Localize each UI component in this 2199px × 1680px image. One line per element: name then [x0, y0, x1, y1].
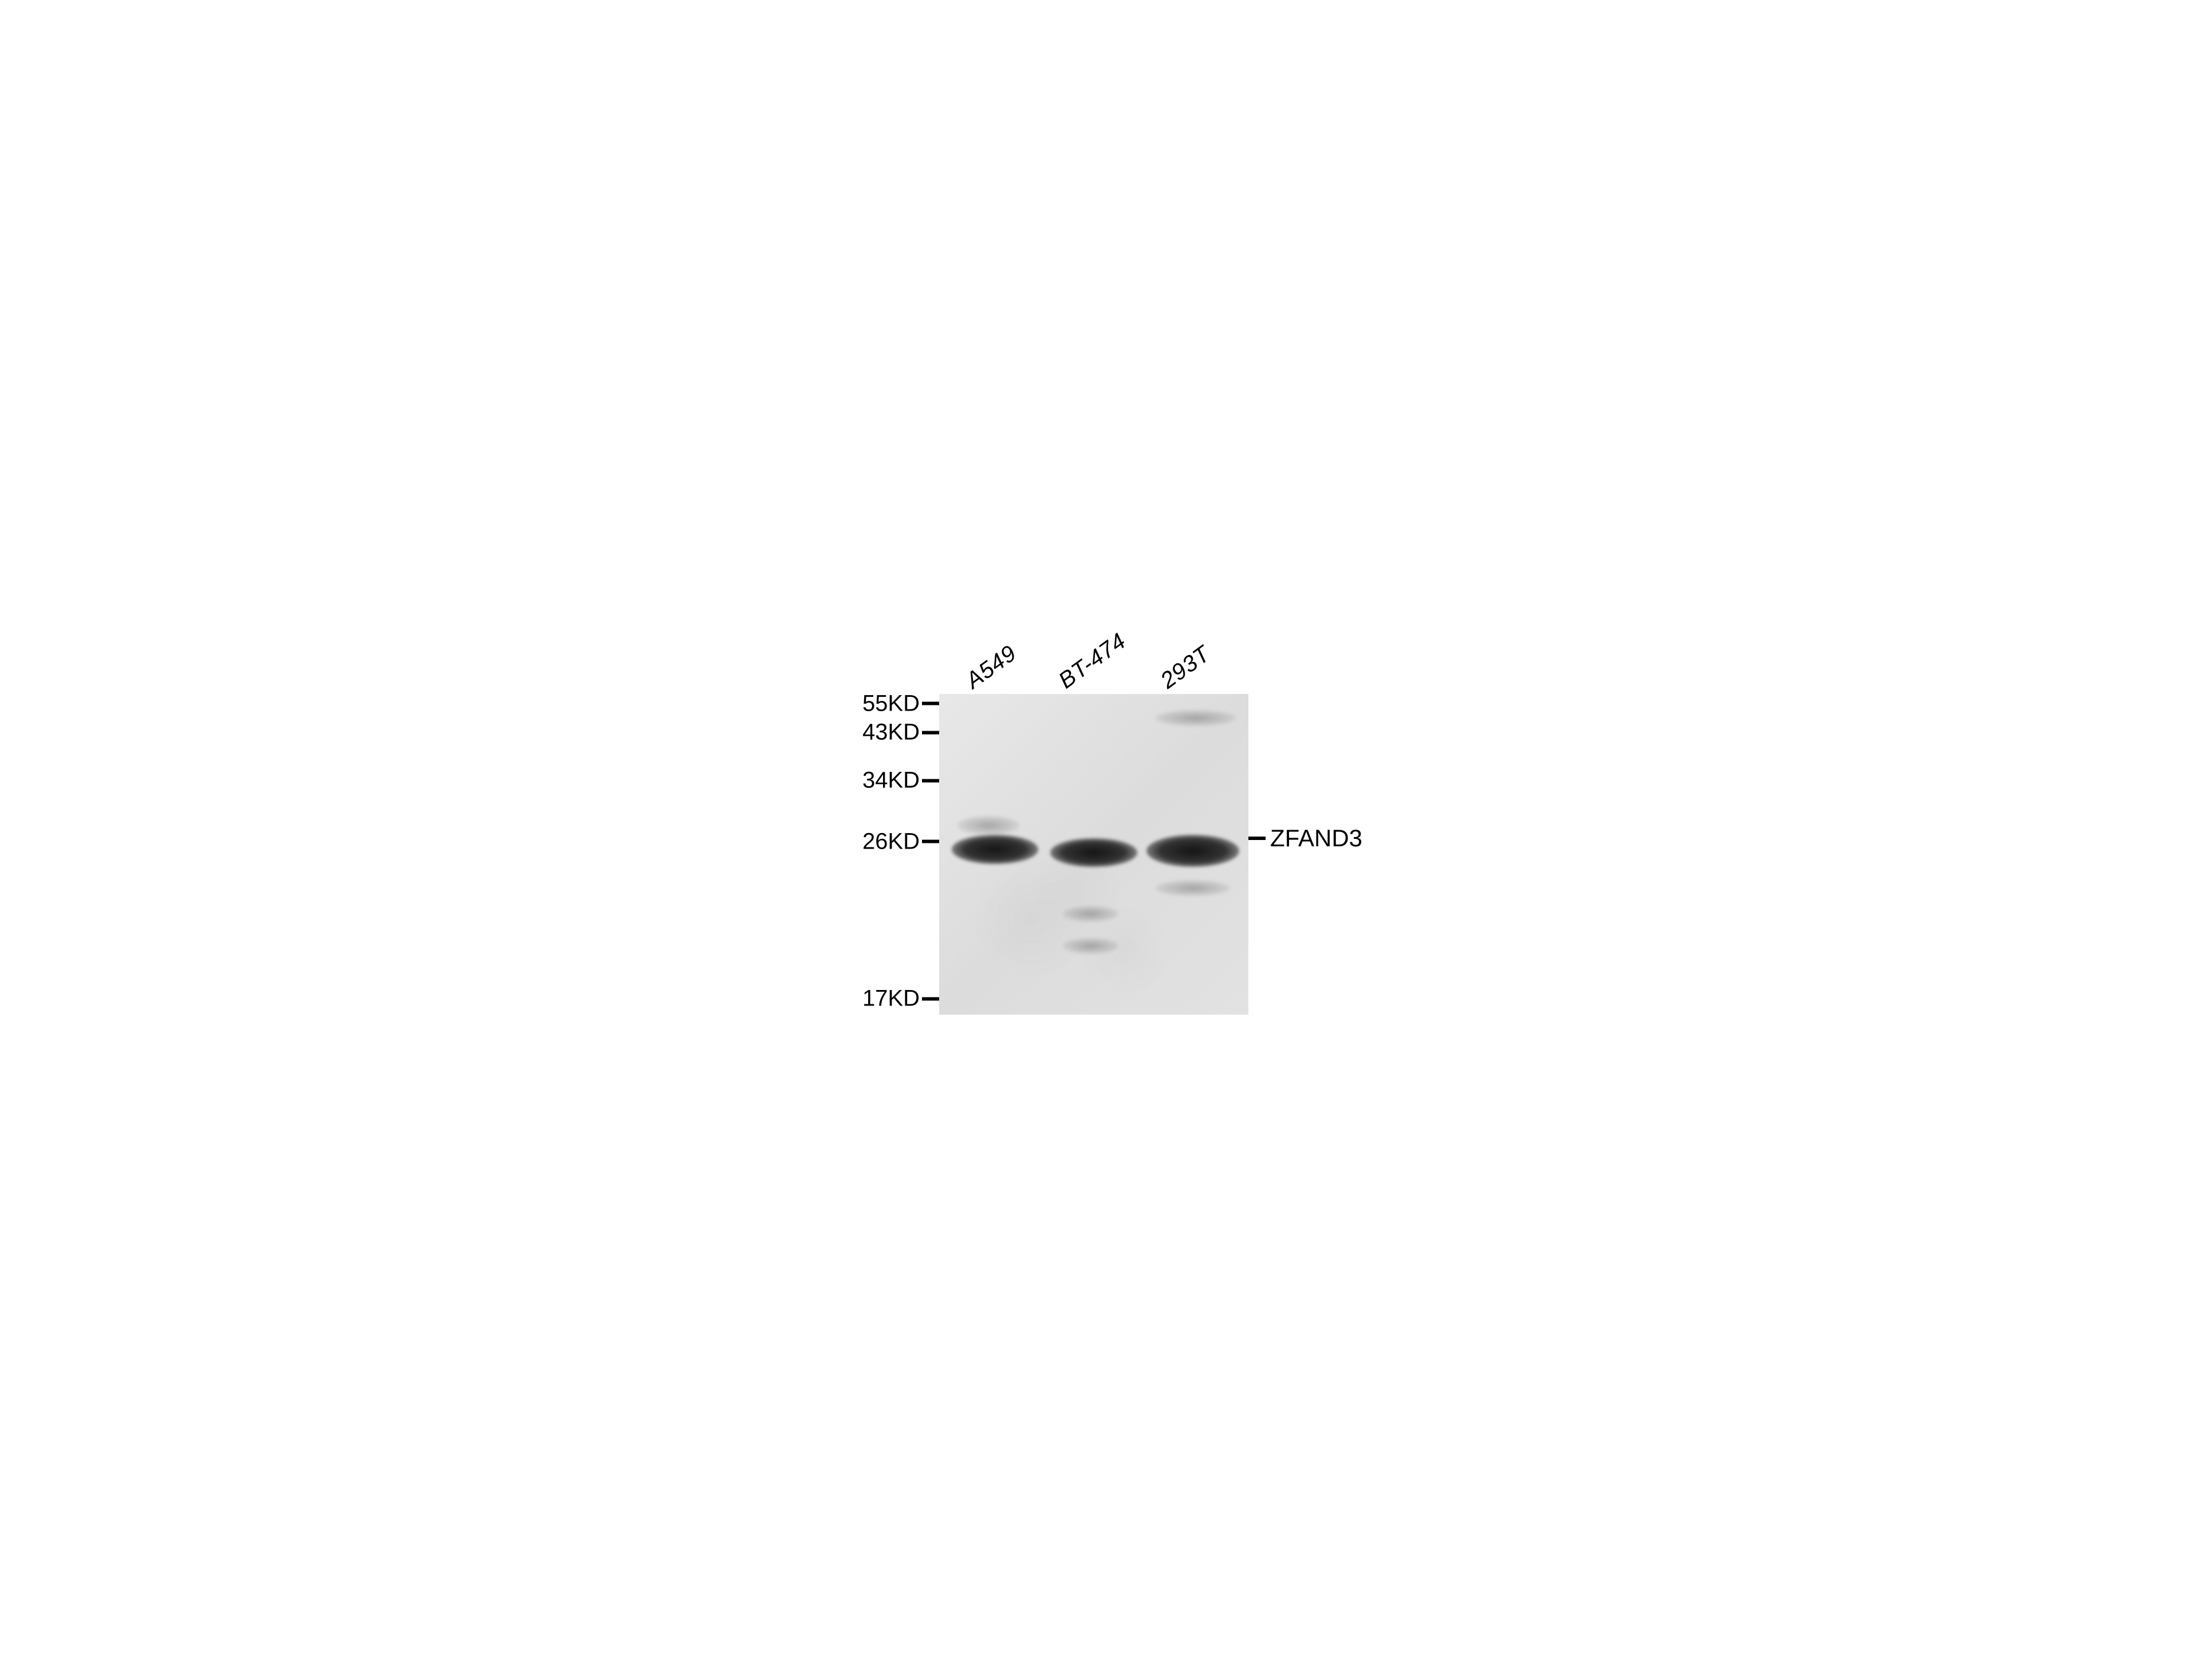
mw-marker-label: 34KD [862, 768, 920, 794]
mw-marker: 43KD [862, 720, 939, 746]
tick-mark [922, 997, 939, 1000]
tick-mark [922, 840, 939, 843]
tick-mark [922, 702, 939, 705]
tick-mark [922, 731, 939, 734]
mw-marker: 34KD [862, 768, 939, 794]
mw-marker: 55KD [862, 691, 939, 716]
mw-marker-label: 26KD [862, 829, 920, 854]
protein-label-container: ZFAND3 [1248, 694, 1357, 1015]
lane-label: A549 [961, 640, 1021, 694]
mw-marker-label: 17KD [862, 986, 920, 1012]
mw-marker-label: 55KD [862, 691, 920, 716]
blot-band [1146, 835, 1239, 867]
blot-membrane [939, 694, 1248, 1015]
blot-band [1156, 880, 1230, 896]
lane-label: BT-474 [1054, 628, 1130, 694]
lane-label: 293T [1156, 641, 1215, 694]
tick-mark [1248, 837, 1266, 840]
blot-band [1050, 838, 1137, 867]
blot-band [952, 835, 1038, 863]
blot-band [1063, 906, 1118, 922]
molecular-weight-markers: 55KD 43KD 34KD 26KD 17KD [842, 694, 939, 1015]
lane-labels-container: A549 BT-474 293T [939, 642, 1248, 694]
blot-band [1156, 710, 1236, 726]
blot-band [1063, 938, 1118, 954]
mw-marker: 17KD [862, 986, 939, 1012]
tick-mark [922, 779, 939, 782]
mw-marker: 26KD [862, 829, 939, 854]
protein-marker: ZFAND3 [1248, 825, 1362, 852]
protein-name-label: ZFAND3 [1270, 825, 1362, 852]
western-blot-figure: A549 BT-474 293T 55KD 43KD 34KD 26KD [842, 642, 1357, 1038]
mw-marker-label: 43KD [862, 720, 920, 746]
